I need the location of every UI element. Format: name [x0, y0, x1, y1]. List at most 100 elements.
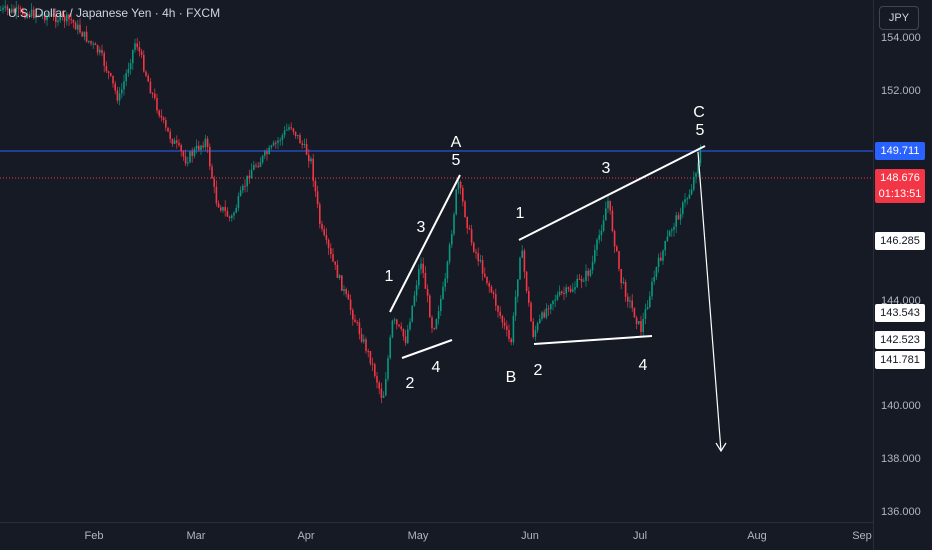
candle-body [149, 81, 152, 94]
candle-body [268, 147, 270, 155]
candle-body [618, 251, 620, 270]
candle-body [61, 13, 64, 16]
candle-body [624, 281, 627, 297]
candle-body [398, 324, 400, 327]
candle-body [666, 236, 669, 241]
price-axis-separator [873, 0, 874, 550]
candle-body [22, 9, 24, 15]
candle-body [206, 138, 209, 148]
candle-body [305, 143, 308, 155]
candle-body [228, 216, 231, 219]
candle-body [697, 163, 699, 174]
candle-body [110, 73, 112, 76]
candle-body [88, 40, 90, 42]
wave-trendlines[interactable] [389, 145, 706, 359]
candle-body [167, 127, 169, 132]
candle-body [57, 20, 59, 23]
price-label-141: 141.781 [875, 351, 925, 369]
candle-body [435, 319, 438, 329]
y-tick: 152.000 [881, 85, 921, 97]
candle-body [358, 322, 361, 335]
candle-body [699, 150, 702, 164]
candle-body [371, 363, 374, 365]
candle-body [195, 145, 198, 150]
candle-body [644, 309, 647, 319]
candle-body [220, 207, 222, 211]
wave-label-1b: 1 [515, 205, 525, 222]
candle-body [376, 375, 378, 383]
candle-body [585, 270, 587, 281]
candle-body [85, 31, 88, 42]
candle-body [26, 13, 28, 18]
candle-body [629, 300, 631, 302]
candle-body [294, 131, 297, 136]
price-label-142: 142.523 [875, 331, 925, 349]
candle-body [453, 214, 455, 235]
candle-body [253, 165, 255, 170]
candle-body [72, 20, 75, 23]
candle-body [226, 211, 229, 217]
candle-body [39, 14, 42, 17]
candle-body [209, 147, 211, 167]
currency-button[interactable]: JPY [879, 6, 919, 30]
candle-body [334, 261, 336, 265]
candle-body [127, 68, 130, 74]
trendline-upper-1 [389, 174, 461, 313]
candle-body [369, 350, 372, 364]
candle-body [444, 278, 446, 287]
candle-body [547, 308, 550, 310]
candle-body [138, 47, 141, 52]
candle-body [413, 295, 416, 306]
candle-body [261, 155, 264, 163]
candle-body [657, 257, 660, 268]
candle-body [572, 289, 574, 292]
candle-body [259, 162, 262, 168]
candle-body [323, 229, 325, 235]
candle-body [215, 186, 218, 204]
candle-body [180, 145, 182, 152]
wave-label-3b: 3 [601, 160, 611, 177]
candle-body [536, 323, 539, 331]
candle-body [646, 306, 649, 310]
candle-body [176, 140, 178, 143]
candle-body [437, 311, 440, 320]
candle-body [83, 31, 86, 37]
candle-body [508, 329, 510, 340]
candle-body [341, 275, 343, 291]
candle-body [292, 128, 295, 132]
candle-body [233, 212, 235, 216]
y-tick: 138.000 [881, 453, 921, 465]
projection-arrow[interactable] [697, 151, 727, 453]
candle-body [189, 151, 191, 163]
candle-body [503, 322, 506, 326]
price-chart[interactable] [0, 0, 873, 522]
candle-body [24, 14, 26, 18]
candle-body [677, 215, 680, 220]
candle-body [13, 8, 15, 13]
candle-body [521, 250, 523, 258]
candle-body [490, 286, 493, 293]
wave-label-3a: 3 [416, 219, 426, 236]
candle-body [79, 24, 81, 33]
candle-body [607, 200, 609, 209]
candle-body [237, 196, 240, 209]
candle-body [640, 321, 642, 332]
candle-body [407, 329, 409, 344]
candle-body [28, 13, 31, 17]
candle-body [248, 175, 251, 179]
candle-body [510, 339, 512, 343]
wave-label-4a: 4 [431, 359, 441, 376]
candle-body [68, 14, 70, 20]
candle-body [554, 299, 556, 301]
candle-body [605, 208, 607, 221]
candle-body [446, 261, 449, 279]
candle-body [310, 158, 312, 162]
candle-body [576, 278, 578, 288]
candle-body [356, 322, 358, 324]
candle-body [182, 151, 185, 157]
candle-body [343, 289, 345, 291]
candle-body [616, 246, 618, 252]
candle-body [598, 235, 600, 240]
candle-body [440, 298, 442, 312]
candle-body [391, 320, 394, 338]
